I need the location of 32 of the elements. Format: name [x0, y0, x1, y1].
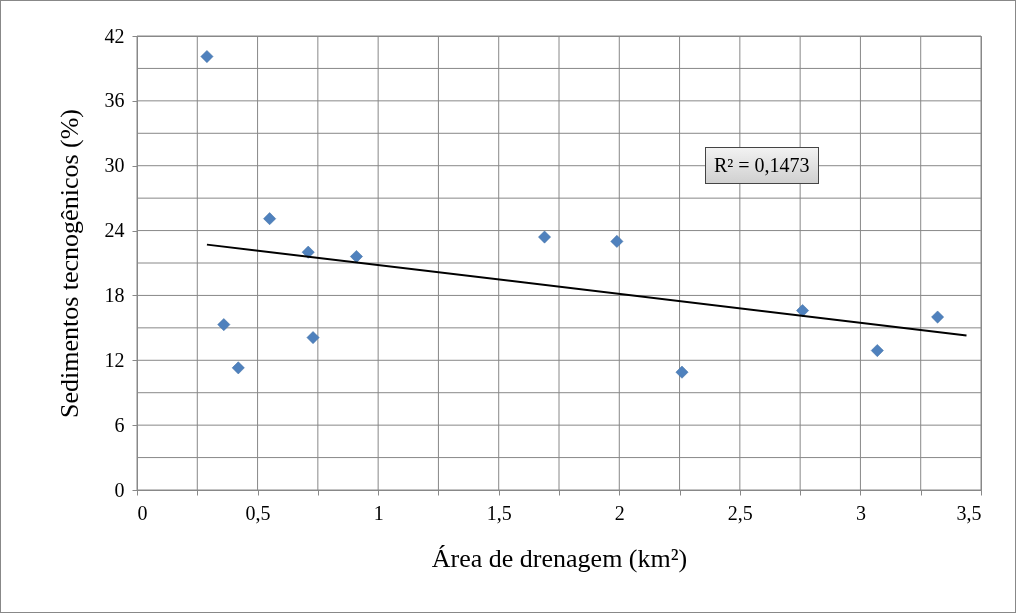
- y-tick-label: 6: [114, 413, 125, 436]
- y-tick-label: 30: [104, 154, 125, 177]
- y-tick-label: 0: [114, 478, 125, 501]
- point: [610, 235, 624, 248]
- y-tick-label: 12: [104, 348, 125, 371]
- y-tick-label: 24: [104, 219, 125, 242]
- y-tick-label: 18: [104, 283, 125, 306]
- point: [350, 250, 363, 263]
- point: [263, 212, 276, 226]
- point: [301, 245, 315, 259]
- point: [200, 50, 214, 63]
- x-tick-label: 3: [855, 501, 866, 524]
- point: [870, 344, 884, 357]
- x-tick-label: 0,5: [245, 501, 271, 524]
- point: [231, 361, 245, 375]
- point: [675, 365, 689, 379]
- x-tick-label: 0: [137, 501, 148, 524]
- x-tick-label: 3,5: [956, 501, 982, 524]
- x-tick-label: 1: [373, 501, 384, 524]
- point: [796, 304, 809, 317]
- y-tick-label: 42: [104, 24, 125, 47]
- point: [306, 331, 320, 344]
- y-axis-title: Sedimentos tecnogênicos (%): [54, 108, 84, 419]
- x-axis-title: Área de drenagem (km²): [431, 543, 688, 573]
- x-tick-label: 2,5: [727, 501, 753, 524]
- annotation: R² = 0,1473: [705, 147, 819, 184]
- x-tick-label: 1,5: [486, 501, 512, 524]
- y-tick-label: 36: [104, 89, 125, 112]
- point: [931, 310, 944, 324]
- point: [538, 230, 551, 244]
- point: [217, 318, 231, 331]
- x-tick-label: 2: [614, 501, 625, 524]
